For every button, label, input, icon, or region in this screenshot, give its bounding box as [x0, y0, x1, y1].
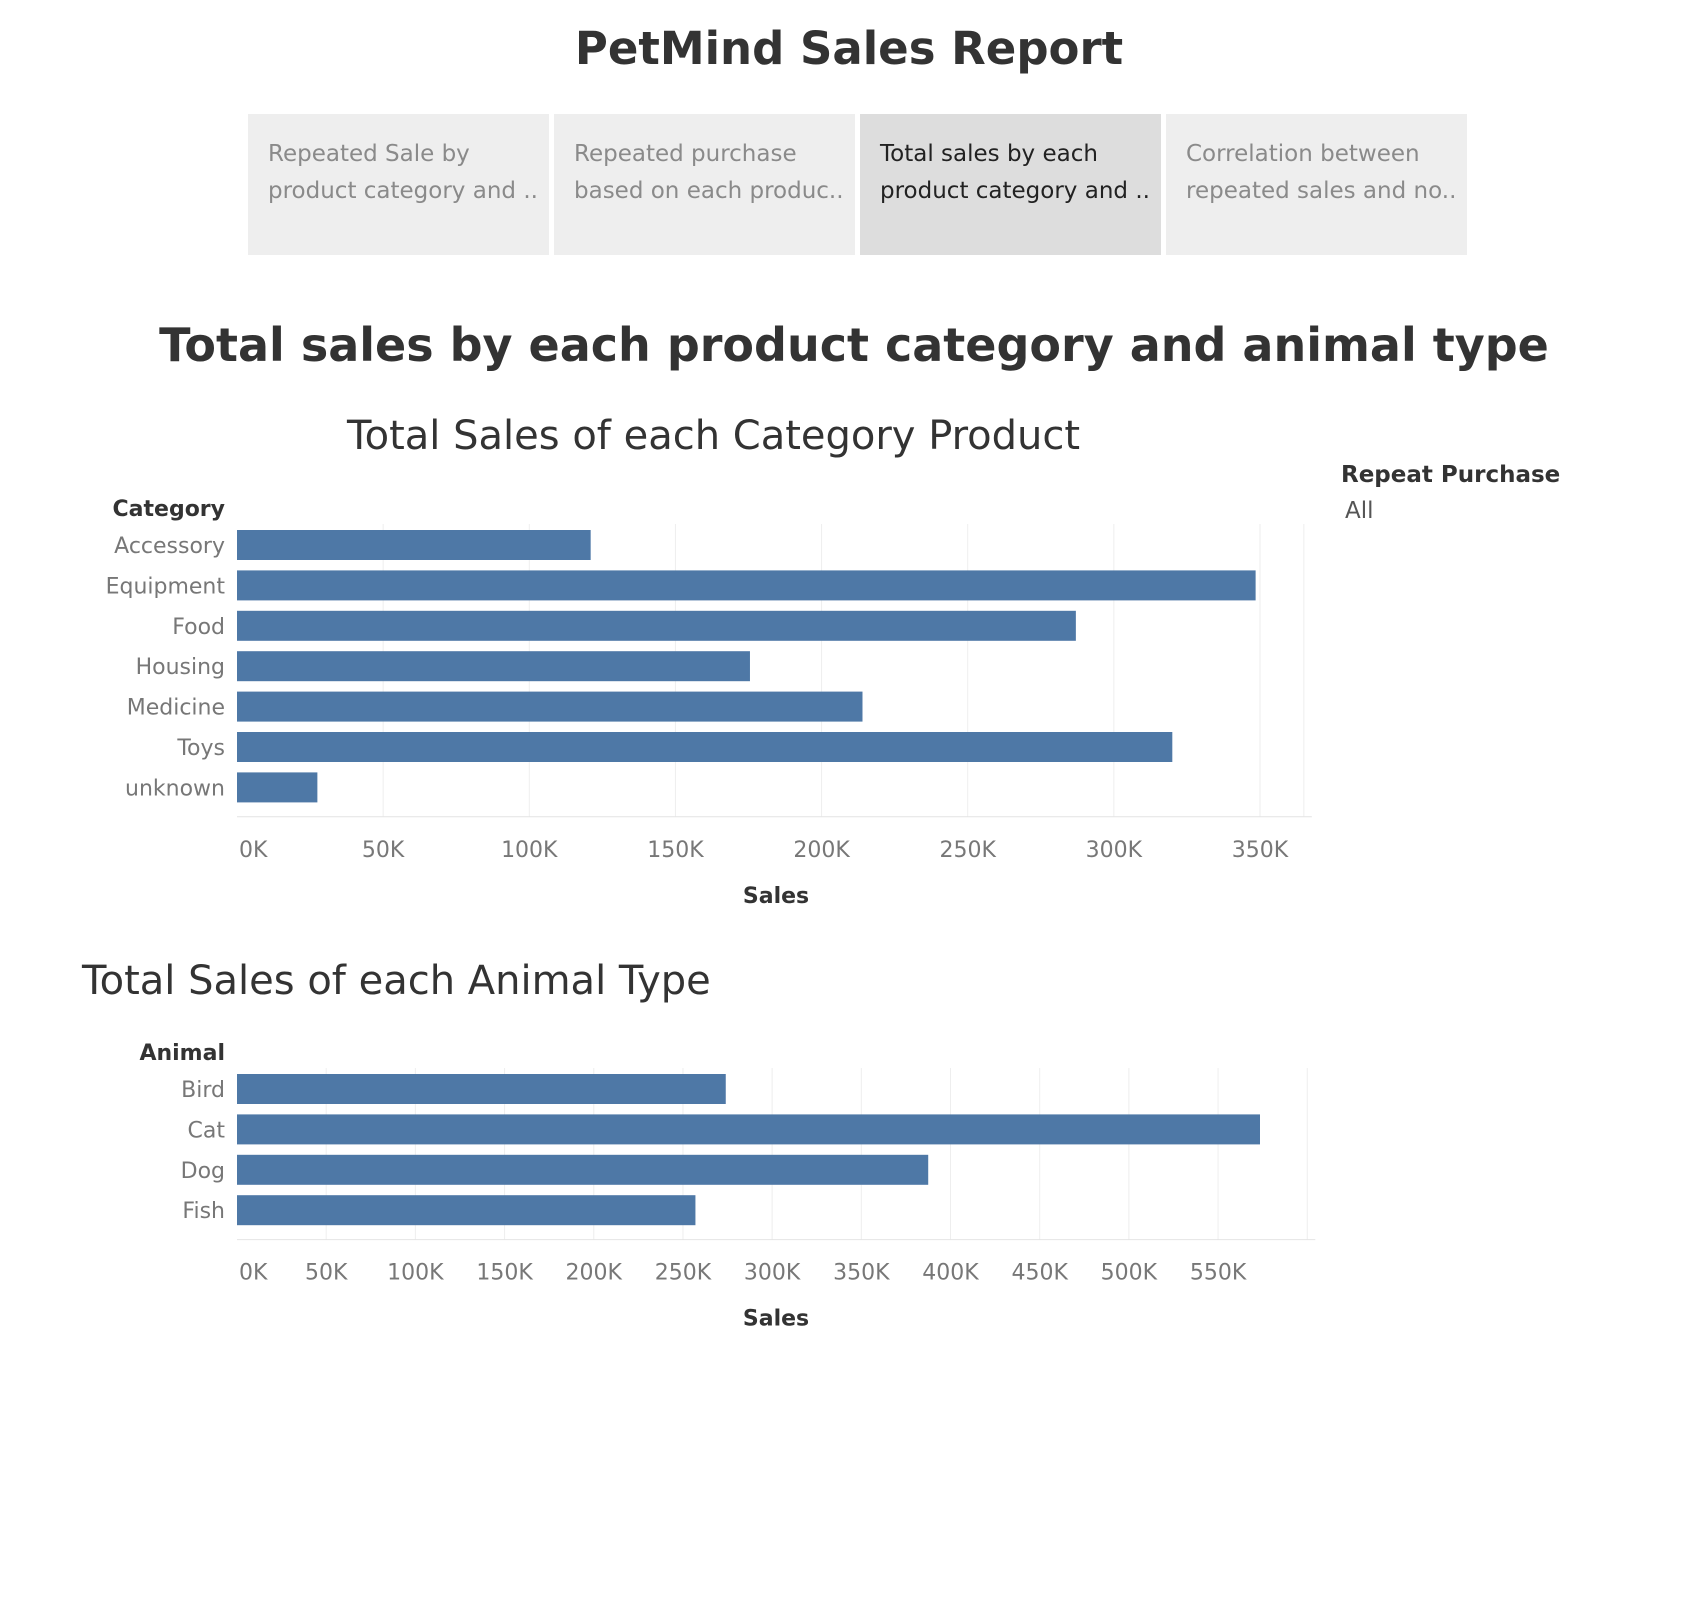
x-tick-label: 50K — [362, 838, 405, 863]
x-axis-title: Sales — [743, 1307, 809, 1332]
x-tick-label: 0K — [239, 838, 268, 863]
category-sales-chart: Category Accessory Equipment Food Housing Med… — [106, 497, 1312, 909]
category-chart-title: Total Sales of each Category Product — [347, 413, 1081, 459]
tab-repeated-sale[interactable]: Repeated Sale by product category and .. — [248, 114, 549, 255]
tab-correlation[interactable]: Correlation between repeated sales and n… — [1166, 114, 1467, 255]
tab-label-line2: based on each produc.. — [574, 178, 844, 204]
category-label: Medicine — [127, 696, 225, 721]
category-label: Housing — [136, 655, 225, 680]
x-tick-label: 200K — [793, 838, 850, 863]
repeat-purchase-filter-title: Repeat Purchase — [1341, 462, 1561, 488]
bar-bird[interactable] — [237, 1074, 726, 1104]
category-label: Accessory — [114, 534, 225, 559]
x-tick-label: 0K — [239, 1261, 268, 1286]
x-tick-label: 100K — [387, 1261, 444, 1286]
bar-cat[interactable] — [237, 1114, 1260, 1145]
category-label: unknown — [125, 776, 225, 801]
tab-label-line1: Repeated purchase — [574, 141, 797, 167]
category-label: Dog — [181, 1159, 225, 1184]
tab-label-line2: product category and .. — [880, 178, 1150, 204]
x-tick-label: 450K — [1011, 1261, 1068, 1286]
bar-equipment[interactable] — [237, 570, 1256, 601]
tab-label-line1: Repeated Sale by — [268, 141, 470, 167]
x-tick-label: 500K — [1101, 1261, 1158, 1286]
category-label: Bird — [181, 1078, 225, 1103]
tab-label-line2: product category and .. — [268, 178, 538, 204]
x-tick-label: 550K — [1190, 1261, 1247, 1286]
x-tick-label: 250K — [655, 1261, 712, 1286]
bar-toys[interactable] — [237, 732, 1173, 762]
category-label: Food — [172, 615, 225, 640]
x-tick-label: 350K — [833, 1261, 890, 1286]
x-tick-label: 350K — [1232, 838, 1289, 863]
category-axis-header: Animal — [139, 1041, 225, 1066]
tab-total-sales[interactable]: Total sales by each product category and… — [860, 114, 1161, 255]
bar-unknown[interactable] — [237, 772, 318, 803]
x-tick-label: 300K — [1086, 838, 1143, 863]
x-tick-label: 400K — [922, 1261, 979, 1286]
x-tick-label: 150K — [647, 838, 704, 863]
category-label: Toys — [176, 736, 225, 761]
x-tick-label: 100K — [501, 838, 558, 863]
animal-sales-chart: Animal Bird Cat Dog Fish 0K 50K 100K 150K 200K 250… — [139, 1041, 1316, 1332]
bar-food[interactable] — [237, 610, 1076, 641]
story-tabs: Repeated Sale by product category and ..… — [248, 114, 1472, 255]
repeat-purchase-filter-value[interactable]: All — [1345, 498, 1374, 524]
category-axis-header: Category — [113, 497, 225, 522]
tab-repeated-purchase[interactable]: Repeated purchase based on each produc.. — [554, 114, 855, 255]
tab-label-line2: repeated sales and no.. — [1186, 178, 1457, 204]
category-label: Equipment — [106, 574, 226, 599]
tab-label-line1: Correlation between — [1186, 141, 1420, 167]
x-tick-label: 50K — [305, 1261, 348, 1286]
dashboard-title: Total sales by each product category and… — [159, 318, 1549, 372]
bar-dog[interactable] — [237, 1154, 929, 1185]
x-tick-label: 300K — [744, 1261, 801, 1286]
bar-housing[interactable] — [237, 651, 750, 682]
bar-accessory[interactable] — [237, 530, 591, 560]
x-tick-label: 150K — [476, 1261, 533, 1286]
animal-chart-title: Total Sales of each Animal Type — [82, 958, 711, 1004]
bar-fish[interactable] — [237, 1195, 696, 1226]
x-tick-label: 250K — [940, 838, 997, 863]
x-axis-title: Sales — [743, 884, 809, 909]
x-tick-label: 200K — [566, 1261, 623, 1286]
bar-medicine[interactable] — [237, 691, 863, 722]
category-label: Cat — [188, 1118, 226, 1143]
category-label: Fish — [182, 1199, 225, 1224]
report-title: PetMind Sales Report — [574, 22, 1124, 75]
tab-label-line1: Total sales by each — [880, 141, 1098, 167]
